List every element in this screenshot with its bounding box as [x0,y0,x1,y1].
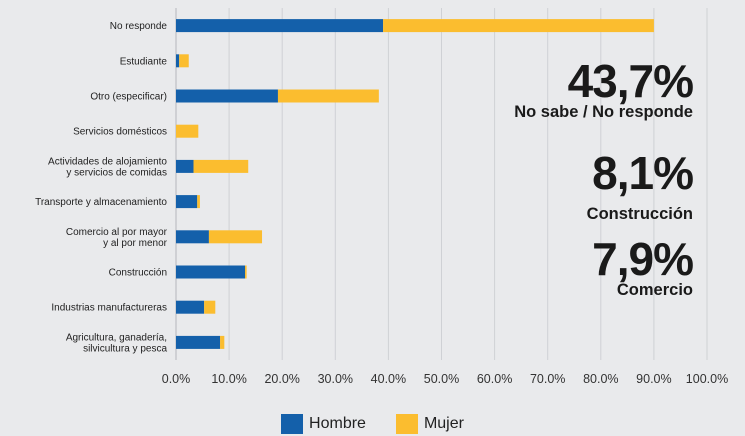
bar-hombre [176,335,221,349]
bar-mujer [193,159,249,173]
x-tick-label: 30.0% [318,372,353,386]
callout-no-responde: 43,7% No sabe / No responde [514,55,694,121]
bar-hombre [176,159,194,173]
callout-label: Construcción [586,205,693,223]
bar-hombre [176,19,384,33]
callout-value: 43,7% [567,55,694,107]
category-labels: No responde Estudiante Otro (especificar) S… [35,21,168,354]
category-label: Actividades de alojamiento y servicios de… [48,156,167,178]
bar-hombre [176,230,209,244]
bars [176,19,654,349]
x-tick-label: 60.0% [477,372,512,386]
legend: Hombre Mujer [0,414,745,434]
x-tick-label: 10.0% [211,372,246,386]
bar-hombre [176,54,180,68]
bar-mujer [208,230,263,244]
category-label: No responde [110,21,168,32]
bar-hombre [176,89,278,103]
bar-mujer [179,54,189,68]
callout-construccion: 8,1% Construcción [586,147,694,223]
x-tick-label: 80.0% [583,372,618,386]
category-label: Servicios domésticos [73,127,167,138]
x-tick-label: 100.0% [686,372,728,386]
legend-swatch-mujer [395,414,418,434]
bar-hombre [176,195,198,209]
bar-mujer [245,265,247,279]
bar-hombre [176,300,205,314]
bar-mujer [383,19,654,33]
category-label: Construcción [109,268,167,279]
category-label: Otro (especificar) [90,92,167,103]
x-tick-label: 70.0% [530,372,565,386]
category-label: Industrias manufactureras [51,303,167,314]
category-label: Comercio al por mayor y al por menor [66,227,168,249]
x-tick-label: 90.0% [636,372,671,386]
legend-item-hombre: Hombre [281,414,366,434]
bar-mujer [277,89,379,103]
x-tick-label: 0.0% [162,372,191,386]
legend-label-mujer: Mujer [423,415,464,432]
x-tick-labels: 0.0% 10.0% 20.0% 30.0% 40.0% 50.0% 60.0% 70.0% 8… [162,372,728,386]
category-label: Transporte y almacenamiento [35,197,167,208]
x-tick-label: 50.0% [424,372,459,386]
legend-swatch-hombre [281,414,304,434]
x-tick-label: 20.0% [264,372,299,386]
bar-mujer [176,124,199,138]
callout-label: Comercio [616,281,693,299]
callout-comercio: 7,9% Comercio [592,233,694,299]
callout-label: No sabe / No responde [514,103,693,121]
legend-label-hombre: Hombre [309,415,366,432]
category-label: Agricultura, ganadería, silvicultura y pe… [66,332,168,354]
callout-value: 7,9% [592,233,694,285]
callout-value: 8,1% [592,147,694,199]
legend-item-mujer: Mujer [395,414,464,434]
bar-hombre [176,265,246,279]
category-label: Estudiante [120,56,168,67]
x-tick-label: 40.0% [371,372,406,386]
bar-mujer [220,335,225,349]
stacked-bar-chart: No responde Estudiante Otro (especificar) S… [35,8,728,386]
bar-mujer [197,195,200,209]
bar-mujer [204,300,216,314]
